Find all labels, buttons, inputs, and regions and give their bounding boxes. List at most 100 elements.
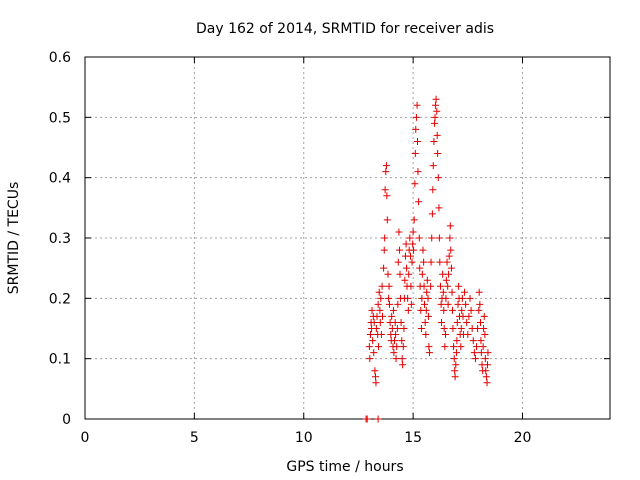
x-tick-label: 10 [295,430,313,446]
data-point [411,150,419,158]
data-point [418,294,426,302]
y-axis-label: SRMTID / TECUs [6,182,22,295]
data-point [385,282,393,290]
data-point [484,349,492,357]
data-point [413,101,421,109]
data-point [392,355,400,363]
data-point [376,318,384,326]
data-point [466,294,474,302]
data-point [426,349,434,357]
data-point [389,306,397,314]
data-point [396,246,404,254]
y-tick-label: 0.4 [49,171,71,187]
data-point [376,306,384,314]
data-point [424,294,432,302]
data-point [446,234,454,242]
data-point [457,325,465,332]
x-tick-label: 20 [514,430,532,446]
data-point [375,343,383,351]
data-point [366,355,374,363]
data-point [380,246,388,254]
data-point [473,343,481,351]
data-point [447,264,455,272]
data-point [420,258,428,266]
data-point [414,137,421,145]
data-point [457,343,465,351]
data-point [471,355,479,363]
x-tick-label: 15 [404,430,422,446]
data-point [401,276,409,284]
data-point [479,343,487,351]
data-point [439,270,447,278]
data-point [435,234,443,242]
data-point [377,331,385,339]
data-point [434,174,442,182]
data-point [481,355,489,363]
data-point [477,337,485,345]
y-tick-label: 0.6 [49,50,71,66]
data-point [380,264,388,272]
data-point [481,331,489,339]
data-point [408,258,416,266]
data-point [388,312,396,320]
data-point [378,282,386,290]
data-point [448,288,456,296]
data-point [379,312,386,320]
data-point [386,300,393,308]
data-point [400,325,408,332]
data-point [477,349,485,357]
data-point [459,312,467,320]
data-point [398,355,406,363]
data-point [372,379,380,387]
data-point [407,282,415,290]
chart-title: Day 162 of 2014, SRMTID for receiver adi… [196,21,494,37]
data-point [484,361,491,369]
data-point [372,373,379,381]
x-tick-label: 0 [81,430,90,446]
data-point [397,318,405,326]
data-point [440,306,448,314]
data-point [427,282,435,290]
data-point [404,294,412,302]
data-point [368,306,376,314]
data-point [477,318,484,326]
data-point [365,343,373,351]
data-point [409,240,417,248]
data-point [393,343,401,351]
x-tick-label: 5 [190,430,199,446]
data-point [450,343,458,351]
data-point [369,337,377,345]
data-point [480,325,488,332]
data-point [381,186,389,194]
data-point [375,288,383,296]
data-point [433,131,441,139]
data-point [394,258,402,266]
data-point [429,162,437,170]
data-point [452,349,460,357]
data-point [382,168,390,176]
data-point [377,294,385,302]
data-point [381,234,389,242]
data-point [428,234,436,242]
grid-lines [85,57,610,419]
data-point [419,246,427,254]
data-point [463,318,471,326]
data-point [428,210,436,218]
data-point [427,258,435,266]
data-point [417,325,425,332]
data-point [424,312,432,320]
data-point [434,150,442,158]
data-point [415,198,423,206]
data-point [476,300,484,308]
data-point [445,270,453,278]
data-point [412,125,420,133]
data-point [415,234,423,242]
data-point [366,331,374,339]
data-point [443,258,451,266]
data-point [374,300,382,308]
data-point [445,252,453,260]
data-point [431,101,439,109]
data-point [430,137,438,145]
y-tick-label: 0.5 [49,110,71,126]
